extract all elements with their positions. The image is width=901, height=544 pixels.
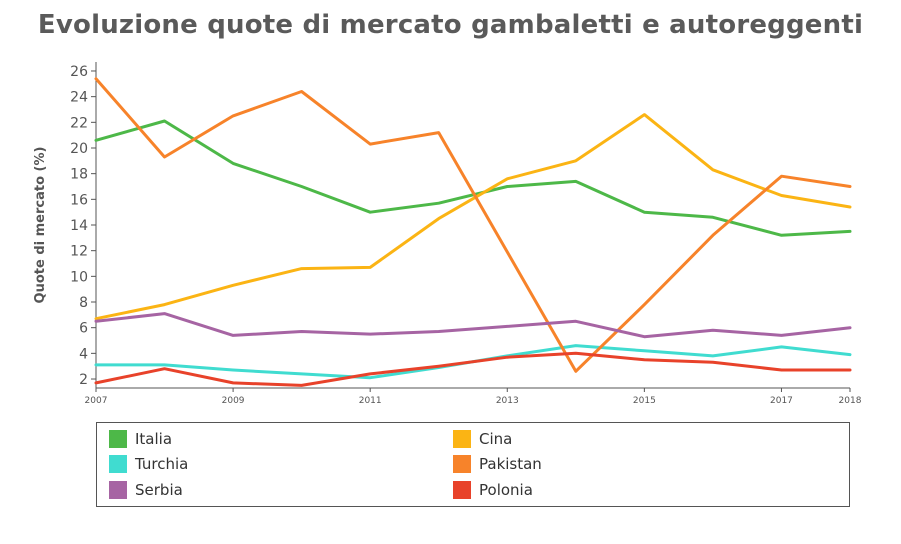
legend-label: Cina — [479, 430, 513, 448]
y-tick-label: 12 — [70, 244, 88, 260]
y-tick-label: 20 — [70, 141, 88, 157]
legend-label: Serbia — [135, 481, 183, 499]
legend-item-serbia: Serbia — [109, 479, 183, 501]
legend-swatch — [109, 481, 127, 499]
x-tick-label: 2018 — [839, 396, 862, 406]
legend-swatch — [453, 481, 471, 499]
y-tick-label: 24 — [70, 90, 88, 106]
y-tick-label: 22 — [70, 115, 88, 131]
y-tick-label: 16 — [70, 192, 88, 208]
chart-title: Evoluzione quote di mercato gambaletti e… — [37, 10, 864, 40]
series-line-cina — [94, 113, 852, 321]
y-tick-label: 8 — [79, 295, 88, 311]
series-line-polonia — [94, 351, 852, 387]
x-tick-label: 2017 — [770, 396, 793, 406]
legend-swatch — [109, 455, 127, 473]
series-line-pakistan — [94, 77, 852, 373]
y-tick-label: 26 — [70, 64, 88, 80]
legend-item-polonia: Polonia — [453, 479, 533, 501]
series-line-serbia — [94, 312, 852, 339]
x-tick-label: 2007 — [85, 396, 108, 406]
legend-swatch — [453, 455, 471, 473]
chart-legend: Italia Cina Turchia Pakistan Serbia Polo… — [96, 422, 850, 507]
legend-item-italia: Italia — [109, 428, 172, 450]
legend-label: Turchia — [135, 455, 189, 473]
legend-item-cina: Cina — [453, 428, 512, 450]
legend-item-pakistan: Pakistan — [453, 453, 542, 475]
y-tick-label: 18 — [70, 167, 88, 183]
legend-item-turchia: Turchia — [109, 453, 188, 475]
y-axis-label: Quote di mercato (%) — [33, 147, 48, 304]
legend-swatch — [453, 430, 471, 448]
y-tick-label: 14 — [70, 218, 88, 234]
y-tick-label: 2 — [79, 372, 88, 388]
y-tick-label: 6 — [79, 321, 88, 337]
legend-label: Italia — [135, 430, 173, 448]
x-tick-label: 2011 — [359, 396, 382, 406]
x-tick-label: 2015 — [633, 396, 656, 406]
legend-swatch — [109, 430, 127, 448]
x-tick-label: 2013 — [496, 396, 519, 406]
legend-label: Polonia — [479, 481, 533, 499]
legend-label: Pakistan — [479, 455, 542, 473]
y-tick-label: 4 — [79, 346, 88, 362]
x-tick-label: 2009 — [222, 396, 245, 406]
y-tick-label: 10 — [70, 269, 88, 285]
